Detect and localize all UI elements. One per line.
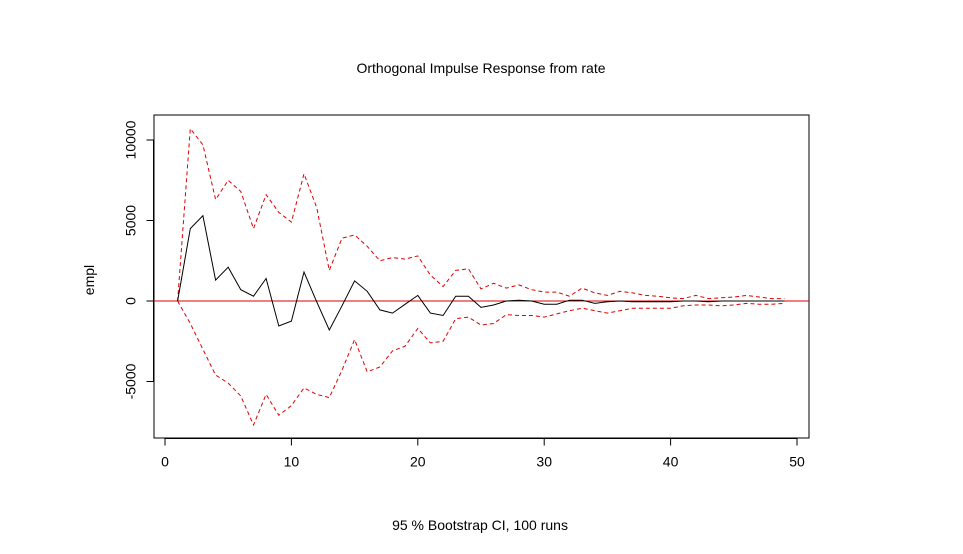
y-axis-label: empl [81,265,97,295]
x-tick-label: 20 [410,454,426,470]
x-tick-label: 30 [536,454,552,470]
y-tick-label: -5000 [123,363,139,399]
x-tick-label: 40 [663,454,679,470]
impulse-response-line [177,214,785,332]
plot-frame [153,114,810,439]
x-tick-label: 0 [161,454,169,470]
lower-ci-line [177,300,785,427]
y-tick-label: 5000 [123,205,139,236]
x-tick-label: 50 [789,454,805,470]
upper-ci-line [177,127,785,302]
y-tick-label: 0 [123,297,139,305]
y-tick-label: 10000 [123,120,139,159]
plot-area: 0 10 20 30 40 50 -5000 0 5000 10000 [123,114,810,470]
chart-subtitle: 95 % Bootstrap CI, 100 runs [392,517,568,533]
x-tick-label: 10 [284,454,300,470]
chart-title: Orthogonal Impulse Response from rate [356,60,605,76]
